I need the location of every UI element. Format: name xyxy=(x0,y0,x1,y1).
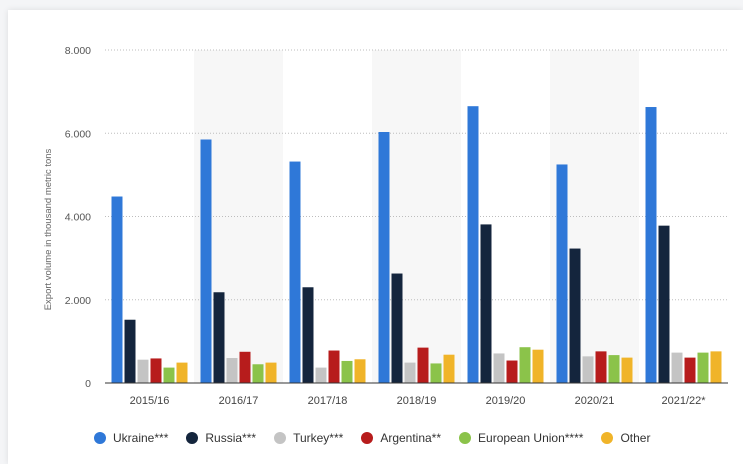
bar[interactable] xyxy=(200,139,212,383)
legend-marker xyxy=(94,432,106,444)
x-tick-label: 2019/20 xyxy=(486,395,526,407)
legend-marker xyxy=(459,432,472,444)
legend-marker xyxy=(361,432,374,444)
y-tick-label: 6.000 xyxy=(65,128,91,140)
bar[interactable] xyxy=(391,273,403,383)
x-tick-label: 2018/19 xyxy=(397,395,437,407)
x-tick-label: 2016/17 xyxy=(219,395,259,407)
bar[interactable] xyxy=(569,248,581,383)
bar[interactable] xyxy=(163,367,175,383)
chart-card: 0 2.000 4.000 6.000 8.000 2015/16 2016/17 2017… xyxy=(8,10,743,464)
legend-item[interactable]: Turkey*** xyxy=(274,431,343,445)
legend-label: European Union**** xyxy=(478,431,584,445)
bar[interactable] xyxy=(430,363,442,383)
y-axis-label: Export volume in thousand metric tons xyxy=(43,148,54,310)
bar[interactable] xyxy=(443,354,455,383)
y-tick-label: 8.000 xyxy=(65,45,91,57)
bar[interactable] xyxy=(658,225,670,383)
bar[interactable] xyxy=(328,350,340,383)
bar[interactable] xyxy=(252,364,264,383)
bars xyxy=(111,106,722,384)
x-tick-label: 2017/18 xyxy=(308,395,348,407)
bar[interactable] xyxy=(226,358,238,383)
legend-item[interactable]: Other xyxy=(601,431,650,445)
bar[interactable] xyxy=(645,107,657,384)
legend-label: Argentina** xyxy=(380,431,442,445)
bar[interactable] xyxy=(137,359,149,383)
legend-label: Russia*** xyxy=(205,431,257,445)
legend-marker xyxy=(274,432,287,444)
bar[interactable] xyxy=(289,161,301,383)
bar[interactable] xyxy=(213,292,225,383)
legend-item[interactable]: Argentina** xyxy=(361,431,441,445)
bar[interactable] xyxy=(176,362,188,383)
gridlines xyxy=(105,49,728,301)
legend: Ukraine*** Russia*** Turkey*** Argentina** E… xyxy=(94,431,650,445)
legend-item[interactable]: European Union**** xyxy=(459,431,583,445)
bar[interactable] xyxy=(265,362,277,383)
bar[interactable] xyxy=(621,357,633,383)
bar[interactable] xyxy=(595,351,607,383)
y-axis-ticks: 0 2.000 4.000 6.000 8.000 xyxy=(65,45,91,390)
bar[interactable] xyxy=(493,353,505,383)
bar[interactable] xyxy=(532,349,544,383)
y-tick-label: 2.000 xyxy=(65,295,91,307)
legend-marker xyxy=(601,432,614,444)
bar[interactable] xyxy=(417,347,429,383)
legend-label: Ukraine*** xyxy=(113,431,169,445)
bar[interactable] xyxy=(684,357,696,383)
bar[interactable] xyxy=(341,360,353,383)
legend-marker xyxy=(186,432,199,444)
bar[interactable] xyxy=(710,351,722,383)
bar[interactable] xyxy=(111,196,123,383)
x-axis-ticks: 2015/16 2016/17 2017/18 2018/19 2019/20 2020/… xyxy=(130,395,707,407)
y-tick-label: 4.000 xyxy=(65,212,91,224)
legend-label: Other xyxy=(620,431,651,445)
bar[interactable] xyxy=(124,319,136,383)
bar[interactable] xyxy=(506,360,518,383)
bar[interactable] xyxy=(582,356,594,383)
bar-chart: 0 2.000 4.000 6.000 8.000 2015/16 2016/17 2017… xyxy=(43,45,728,407)
bar[interactable] xyxy=(519,347,531,383)
bar[interactable] xyxy=(378,132,390,383)
bar[interactable] xyxy=(354,359,366,383)
bar[interactable] xyxy=(556,164,568,383)
bar[interactable] xyxy=(404,362,416,383)
x-tick-label: 2021/22* xyxy=(661,395,706,407)
y-tick-label: 0 xyxy=(85,378,91,390)
bar[interactable] xyxy=(302,287,314,383)
x-tick-label: 2015/16 xyxy=(130,395,170,407)
bar[interactable] xyxy=(671,352,683,383)
x-tick-label: 2020/21 xyxy=(575,395,615,407)
legend-item[interactable]: Ukraine*** xyxy=(94,431,168,445)
bar[interactable] xyxy=(480,224,492,383)
legend-item[interactable]: Russia*** xyxy=(186,431,256,445)
bar[interactable] xyxy=(467,106,479,383)
bar[interactable] xyxy=(315,367,327,383)
bar[interactable] xyxy=(608,355,620,383)
bar[interactable] xyxy=(697,352,709,383)
legend-label: Turkey*** xyxy=(293,431,344,445)
bar[interactable] xyxy=(150,358,162,383)
bar[interactable] xyxy=(239,351,251,383)
